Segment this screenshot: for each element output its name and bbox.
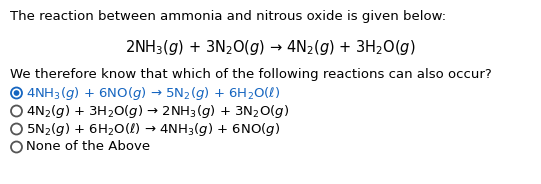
Text: 5N$_2$($g$) + 6H$_2$O($\ell$) → 4NH$_3$($g$) + 6NO($g$): 5N$_2$($g$) + 6H$_2$O($\ell$) → 4NH$_3$(… xyxy=(26,121,280,137)
Text: 4NH$_3$($g$) + 6NO($g$) → 5N$_2$($g$) + 6H$_2$O($\ell$): 4NH$_3$($g$) + 6NO($g$) → 5N$_2$($g$) + … xyxy=(26,84,280,102)
Text: None of the Above: None of the Above xyxy=(26,141,150,153)
Text: The reaction between ammonia and nitrous oxide is given below:: The reaction between ammonia and nitrous… xyxy=(10,10,446,23)
Text: 4N$_2$($g$) + 3H$_2$O($g$) → 2NH$_3$($g$) + 3N$_2$O($g$): 4N$_2$($g$) + 3H$_2$O($g$) → 2NH$_3$($g$… xyxy=(26,102,289,119)
Text: 2NH$_3$($g$) + 3N$_2$O($g$) → 4N$_2$($g$) + 3H$_2$O($g$): 2NH$_3$($g$) + 3N$_2$O($g$) → 4N$_2$($g$… xyxy=(125,38,416,57)
Circle shape xyxy=(14,90,19,96)
Text: We therefore know that which of the following reactions can also occur?: We therefore know that which of the foll… xyxy=(10,68,492,81)
